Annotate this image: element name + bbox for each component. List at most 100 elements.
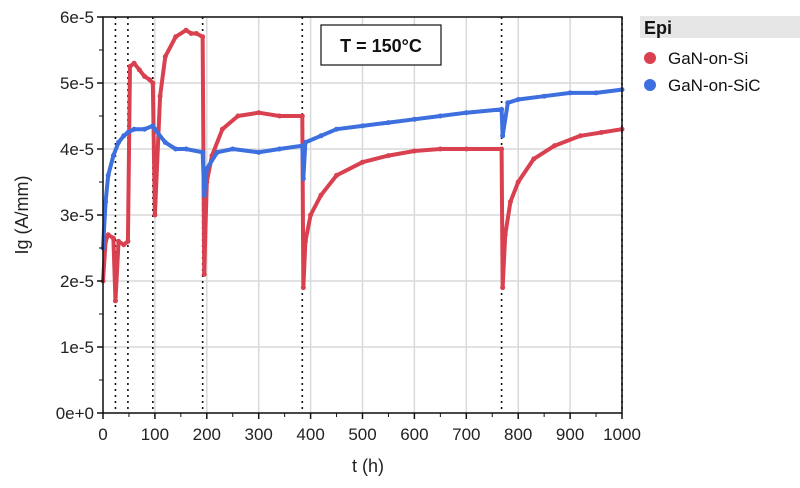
data-point [116, 238, 122, 244]
legend-title-bg [640, 16, 800, 38]
data-point [302, 238, 308, 244]
data-point [463, 146, 469, 152]
data-point [334, 172, 340, 178]
data-point [360, 159, 365, 165]
annotation-text: T = 150°C [340, 36, 422, 56]
y-tick-label: 1e-5 [60, 338, 94, 357]
data-point [256, 110, 262, 116]
axes: 0 100 200 300 400 500 600 700 800 900 1000 0e+0 1e-5… [56, 8, 641, 444]
data-point [150, 80, 156, 86]
annotation-box: T = 150°C [320, 24, 442, 66]
x-tick-label: 700 [452, 425, 480, 444]
x-tick-label: 800 [504, 425, 532, 444]
data-point [502, 232, 508, 238]
data-point [593, 90, 599, 96]
data-point [157, 93, 163, 99]
x-tick-label: 100 [141, 425, 169, 444]
data-point [121, 242, 127, 248]
data-point [598, 130, 604, 135]
data-point [110, 235, 116, 241]
data-point [131, 126, 137, 132]
data-point [173, 146, 179, 152]
y-tick-label: 2e-5 [60, 272, 94, 291]
y-tick-label: 3e-5 [60, 206, 94, 225]
data-point [200, 34, 206, 40]
data-point [437, 113, 443, 119]
x-tick-label: 200 [193, 425, 221, 444]
data-point [162, 54, 168, 60]
x-tick-label: 500 [348, 425, 376, 444]
y-tick-label: 6e-5 [60, 8, 94, 27]
data-point [334, 126, 340, 132]
data-point [276, 113, 282, 119]
data-point [219, 126, 225, 132]
data-point [567, 90, 573, 96]
data-point [499, 146, 505, 152]
data-point [121, 133, 127, 139]
data-point [300, 176, 306, 182]
y-axis-label: Ig (A/mm) [12, 176, 32, 255]
x-tick-label: 300 [245, 425, 273, 444]
data-point [188, 31, 194, 36]
data-point [499, 106, 505, 112]
data-point [147, 77, 153, 83]
data-point [105, 172, 111, 178]
data-point [110, 153, 116, 159]
data-point [125, 130, 131, 135]
data-point [505, 100, 511, 106]
data-point [552, 143, 558, 149]
data-point [300, 285, 306, 291]
data-point [515, 97, 521, 102]
data-point [411, 148, 417, 154]
data-point [116, 139, 122, 145]
data-point [183, 27, 189, 33]
y-tick-label: 5e-5 [60, 74, 94, 93]
y-tick-label: 4e-5 [60, 140, 94, 159]
data-point [308, 212, 314, 218]
legend-label-gan-on-sic: GaN-on-SiC [668, 76, 761, 95]
x-axis-label: t (h) [352, 456, 384, 476]
legend-title: Epi [644, 18, 672, 38]
legend-marker-gan-on-si [644, 52, 656, 64]
data-point [276, 146, 282, 152]
data-point [360, 123, 365, 129]
data-point [541, 93, 547, 99]
data-point [214, 149, 220, 155]
legend-label-gan-on-si: GaN-on-Si [668, 49, 748, 68]
data-point [531, 156, 537, 162]
data-point [105, 232, 111, 238]
data-point [183, 146, 189, 152]
data-point [437, 146, 443, 152]
data-point [299, 143, 305, 149]
x-tick-label: 400 [296, 425, 324, 444]
y-tick-label: 0e+0 [56, 404, 94, 423]
data-point [173, 34, 179, 40]
data-point [131, 60, 137, 66]
data-point [256, 149, 262, 155]
data-marks [100, 27, 625, 304]
data-point [318, 192, 324, 198]
x-tick-label: 900 [556, 425, 584, 444]
data-point [200, 149, 206, 155]
data-point [201, 271, 207, 277]
legend: Epi GaN-on-Si GaN-on-SiC [640, 16, 800, 95]
data-point [577, 133, 583, 139]
data-point [318, 133, 324, 139]
legend-marker-gan-on-sic [644, 79, 656, 91]
x-tick-label: 600 [400, 425, 428, 444]
data-point [515, 179, 521, 185]
data-point [152, 212, 158, 218]
data-point [500, 285, 506, 291]
data-point [385, 120, 391, 126]
data-point [500, 133, 506, 139]
data-point [103, 199, 109, 205]
data-point [507, 199, 513, 205]
data-point [142, 73, 148, 79]
data-point [142, 126, 148, 132]
series-gan-on-sic [100, 87, 625, 251]
data-point [385, 153, 391, 159]
data-point [204, 166, 210, 172]
data-point [201, 192, 207, 198]
data-point [136, 67, 142, 73]
